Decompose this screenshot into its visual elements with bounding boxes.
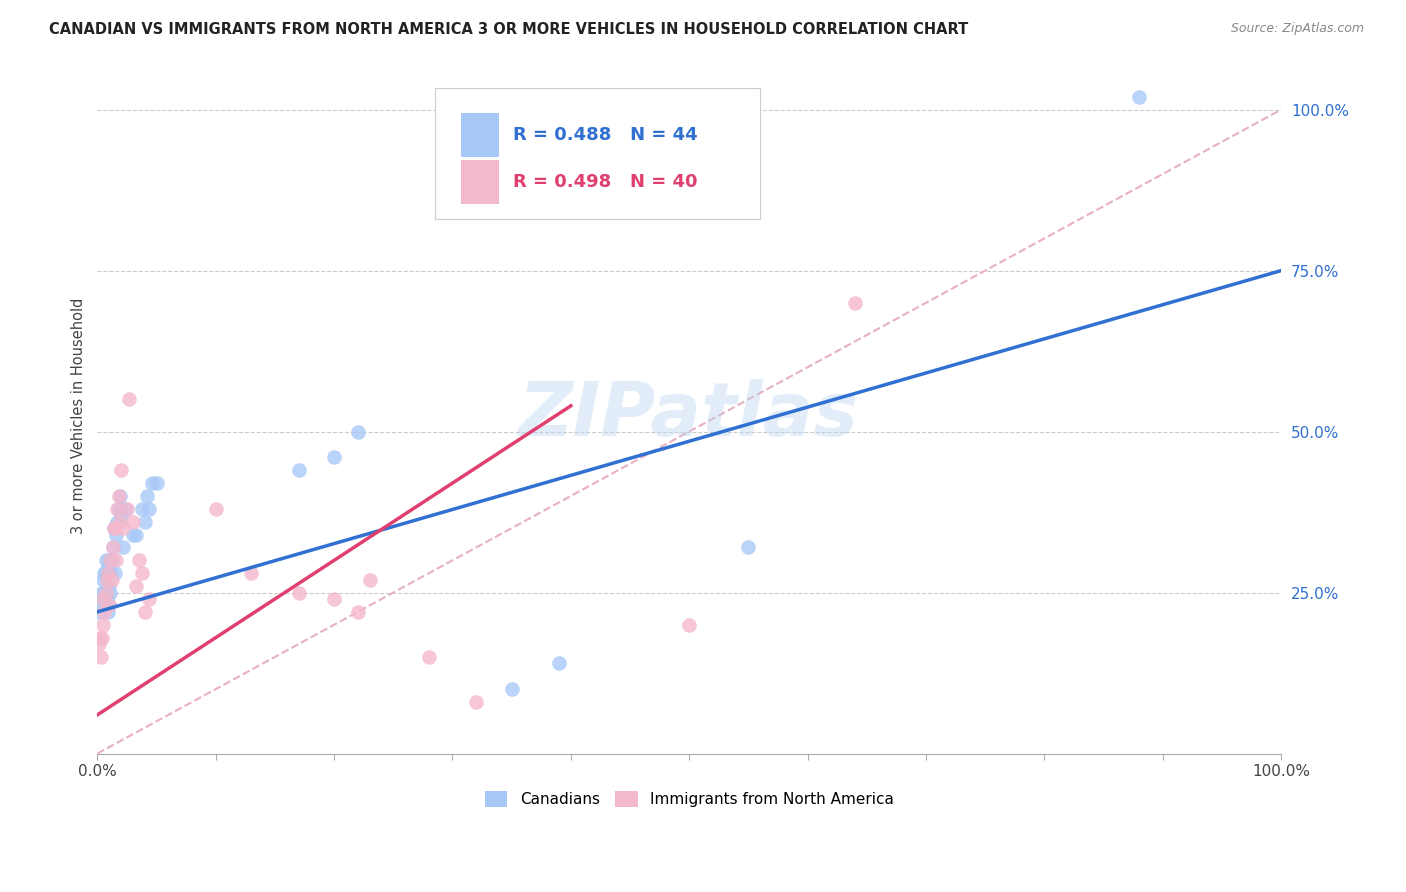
Point [323,450,346,465]
FancyBboxPatch shape [461,113,499,157]
Point [97,566,120,581]
Point [323,592,346,607]
Text: R = 0.498   N = 40: R = 0.498 N = 40 [513,173,697,191]
Text: Source: ZipAtlas.com: Source: ZipAtlas.com [1230,22,1364,36]
Point [145,476,167,491]
Point [107,501,129,516]
Point [359,573,381,587]
Point [100,553,122,567]
Point [287,463,309,477]
Point [93,605,115,619]
Y-axis label: 3 or more Vehicles in Household: 3 or more Vehicles in Household [72,297,86,533]
Point [287,585,309,599]
Point [89,592,111,607]
Point [96,592,118,607]
Point [134,515,156,529]
Point [346,425,368,439]
Point [115,501,138,516]
Point [93,566,115,581]
Point [91,592,114,607]
Point [101,541,124,555]
Point [501,682,523,697]
Point [96,573,118,587]
Point [844,295,866,310]
Point [94,566,117,581]
Point [112,521,135,535]
Point [138,501,160,516]
Point [136,489,159,503]
FancyBboxPatch shape [461,161,499,204]
Point [87,605,110,619]
Point [110,508,132,523]
Point [1128,89,1150,103]
Point [204,501,226,516]
Text: ZIPatlas: ZIPatlas [519,379,859,452]
Point [346,605,368,619]
Point [97,559,120,574]
Point [131,501,153,516]
Point [105,527,128,541]
Text: R = 0.488   N = 44: R = 0.488 N = 44 [513,126,697,144]
Point [100,585,122,599]
Point [678,617,700,632]
Point [96,573,118,587]
Point [110,463,132,477]
Point [121,515,143,529]
Point [465,695,488,709]
Point [118,392,141,407]
Point [91,585,114,599]
Point [100,553,122,567]
Point [548,657,571,671]
Point [90,599,112,613]
Text: CANADIAN VS IMMIGRANTS FROM NORTH AMERICA 3 OR MORE VEHICLES IN HOUSEHOLD CORREL: CANADIAN VS IMMIGRANTS FROM NORTH AMERIC… [49,22,969,37]
Point [128,553,150,567]
Point [97,605,120,619]
Point [103,521,125,535]
Point [104,566,127,581]
Point [141,476,163,491]
Point [94,585,117,599]
Point [90,649,112,664]
Point [98,599,121,613]
Point [138,592,160,607]
Point [103,521,125,535]
Point [108,515,131,529]
Point [98,553,121,567]
Point [107,501,129,516]
Point [104,521,127,535]
Point [112,541,135,555]
Point [125,527,148,541]
Point [98,579,121,593]
Point [91,631,114,645]
Point [91,617,114,632]
Point [134,605,156,619]
Point [107,489,129,503]
Point [105,553,128,567]
Point [240,566,263,581]
Point [125,579,148,593]
Point [108,489,131,503]
Point [114,501,136,516]
Point [94,553,117,567]
Point [131,566,153,581]
Point [418,649,440,664]
Point [89,631,111,645]
Point [87,637,110,651]
Point [98,599,121,613]
FancyBboxPatch shape [434,87,761,219]
Point [91,585,114,599]
Point [100,566,122,581]
Point [101,541,124,555]
Point [100,573,122,587]
Point [91,573,114,587]
Point [737,541,759,555]
Point [107,515,129,529]
Legend: Canadians, Immigrants from North America: Canadians, Immigrants from North America [478,785,900,814]
Point [121,527,143,541]
